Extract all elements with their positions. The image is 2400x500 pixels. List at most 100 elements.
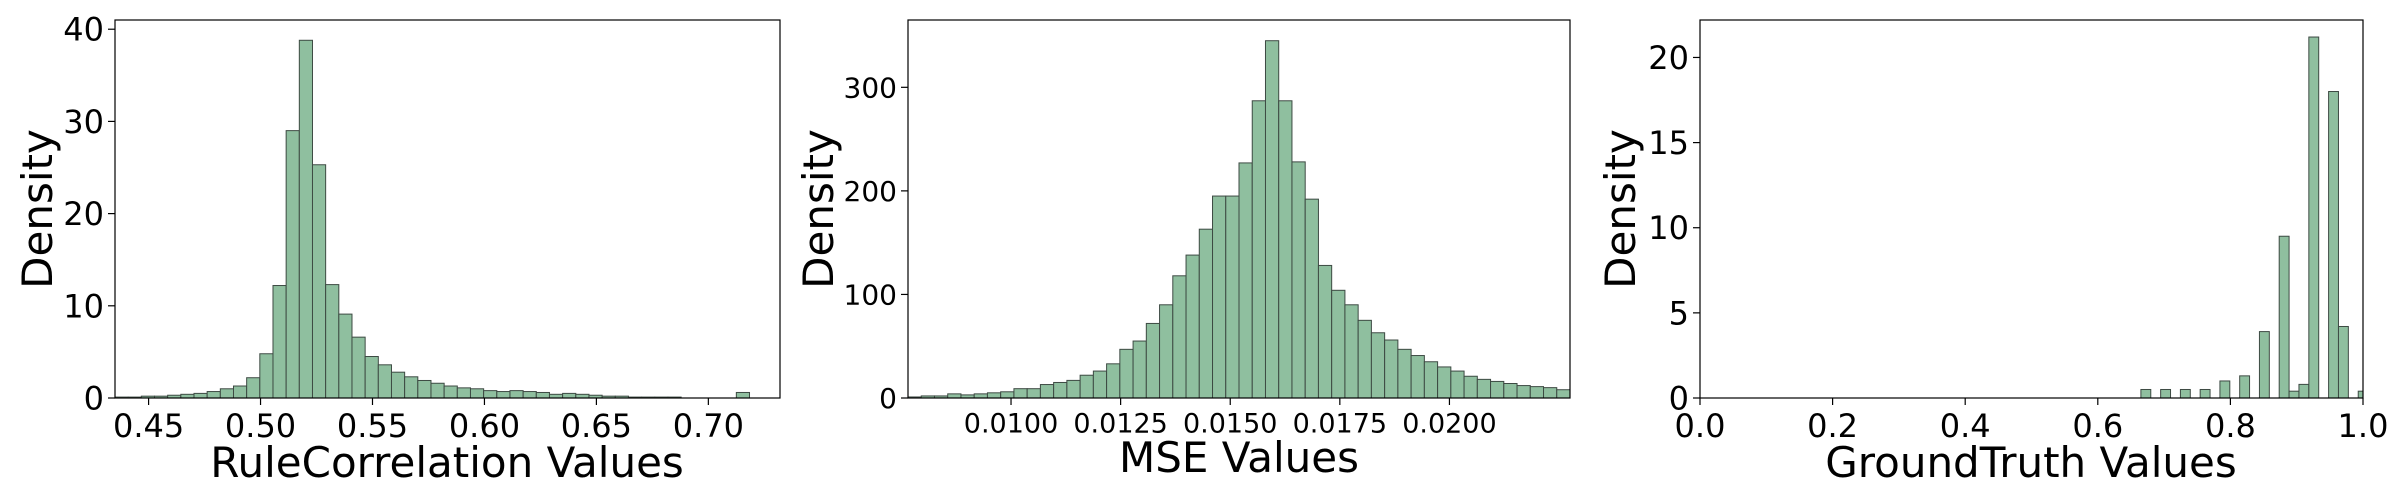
y-tick-label: 300 xyxy=(844,71,897,104)
histogram-bar xyxy=(2308,36,2320,399)
histogram-bar xyxy=(1212,195,1227,399)
histogram-bar xyxy=(1278,100,1293,399)
histogram-bar xyxy=(1437,366,1452,399)
histogram-bar xyxy=(522,391,537,399)
x-tick-label: 0.6 xyxy=(2072,407,2123,445)
histogram-bar xyxy=(469,388,485,399)
histogram-bar xyxy=(1370,332,1386,399)
histogram-bar xyxy=(509,390,524,399)
y-tick-label: 10 xyxy=(1648,209,1689,247)
x-tick-label: 0.45 xyxy=(113,407,184,445)
y-axis-ticks: 0 10 20 30 40 xyxy=(63,11,115,418)
x-axis-ticks: 0.0100 0.0125 0.0150 0.0175 0.0200 xyxy=(964,398,1497,439)
y-tick-label: 5 xyxy=(1669,294,1689,332)
histogram-bar xyxy=(1145,322,1161,399)
histogram-bar xyxy=(2357,390,2364,399)
x-tick-label: 0.65 xyxy=(561,407,632,445)
histogram-bar xyxy=(338,313,353,399)
histogram-bar xyxy=(232,385,248,399)
histogram-bar xyxy=(973,393,988,399)
x-tick-label: 0.0175 xyxy=(1293,408,1387,439)
histogram-bar xyxy=(1132,340,1147,399)
histogram-bar xyxy=(1225,195,1240,399)
x-axis-label: RuleCorrelation Values xyxy=(210,438,684,487)
x-tick-label: 0.55 xyxy=(337,407,408,445)
histogram-bar xyxy=(2219,380,2231,399)
histogram-bar xyxy=(2278,235,2290,399)
x-tick-label: 0.0150 xyxy=(1183,408,1277,439)
histogram-bar xyxy=(364,356,379,399)
histogram-bar xyxy=(1423,361,1439,399)
y-axis-ticks: 0 5 10 15 20 xyxy=(1648,39,1700,418)
histogram-bars xyxy=(114,39,751,399)
x-tick-label: 0.2 xyxy=(1807,407,1858,445)
histogram-bar xyxy=(456,387,471,399)
histogram-bar xyxy=(1185,254,1200,399)
y-tick-label: 20 xyxy=(1648,39,1689,77)
histogram-bar xyxy=(298,39,313,399)
histogram-bar xyxy=(1159,304,1174,399)
histogram-bar xyxy=(246,377,261,399)
histogram-bar xyxy=(417,379,432,399)
y-tick-label: 20 xyxy=(63,195,104,233)
histogram-bar xyxy=(496,391,511,399)
x-tick-label: 0.50 xyxy=(225,407,296,445)
y-tick-label: 40 xyxy=(63,11,104,49)
x-tick-label: 0.70 xyxy=(673,407,744,445)
mse-histogram: 0.0100 0.0125 0.0150 0.0175 0.0200 0 100 200 30… xyxy=(794,19,1571,482)
histogram-bar xyxy=(1119,348,1134,399)
y-tick-label: 0 xyxy=(1669,380,1689,418)
y-tick-label: 0 xyxy=(879,382,897,415)
y-axis-label: Density xyxy=(794,129,843,289)
histogram-bar xyxy=(2328,91,2339,399)
x-tick-label: 0.8 xyxy=(2205,407,2256,445)
histogram-bar xyxy=(986,392,1002,399)
histogram-bar xyxy=(351,336,366,399)
histogram-bar xyxy=(1463,375,1478,399)
x-tick-label: 0.4 xyxy=(1940,407,1991,445)
histogram-bar xyxy=(2179,388,2191,399)
histogram-bar xyxy=(1543,387,1558,399)
histogram-bar xyxy=(1410,355,1425,399)
histogram-bar xyxy=(2258,331,2270,399)
y-tick-label: 30 xyxy=(63,103,104,141)
histogram-bar xyxy=(1331,289,1346,399)
histogram-bar xyxy=(1066,379,1081,399)
histogram-bar xyxy=(1357,319,1372,399)
histogram-bar xyxy=(2288,390,2300,399)
histogram-bars xyxy=(907,40,1571,399)
histogram-bar xyxy=(1397,348,1412,399)
x-axis-ticks: 0.0 0.2 0.4 0.6 0.8 1.0 xyxy=(1675,398,2388,445)
histogram-bar xyxy=(1172,275,1187,399)
groundtruth-histogram: 0.0 0.2 0.4 0.6 0.8 1.0 0 5 10 15 20 GroundTruth … xyxy=(1596,19,2388,487)
y-tick-label: 100 xyxy=(844,279,897,312)
histogram-bar xyxy=(1503,383,1518,399)
y-axis-label: Density xyxy=(1596,129,1645,289)
histogram-bar xyxy=(390,371,406,399)
x-axis-label: GroundTruth Values xyxy=(1825,438,2237,487)
histogram-bar xyxy=(947,393,962,399)
histogram-bar xyxy=(2160,388,2172,399)
histogram-bar xyxy=(535,391,550,399)
histogram-bar xyxy=(2199,388,2211,399)
histogram-bar xyxy=(2337,325,2349,399)
histogram-bar xyxy=(1106,363,1121,399)
x-tick-label: 0.0 xyxy=(1675,407,1726,445)
histogram-bar xyxy=(1238,162,1253,399)
histogram-bar xyxy=(325,284,340,399)
histogram-bar xyxy=(735,391,751,399)
histogram-bar xyxy=(1291,161,1306,399)
histogram-bar xyxy=(1344,304,1359,399)
histogram-bar xyxy=(443,385,458,399)
x-axis-ticks: 0.45 0.50 0.55 0.60 0.65 0.70 xyxy=(113,398,744,445)
histogram-bar xyxy=(1529,386,1545,399)
histogram-bar xyxy=(1053,381,1068,399)
histogram-bar xyxy=(1556,389,1571,399)
y-axis-ticks: 0 100 200 300 xyxy=(844,71,908,415)
y-tick-label: 10 xyxy=(63,287,104,325)
histogram-bar xyxy=(1317,264,1333,399)
histogram-bar xyxy=(483,390,498,399)
histogram-bars xyxy=(2140,36,2364,399)
x-tick-label: 0.0200 xyxy=(1402,408,1496,439)
